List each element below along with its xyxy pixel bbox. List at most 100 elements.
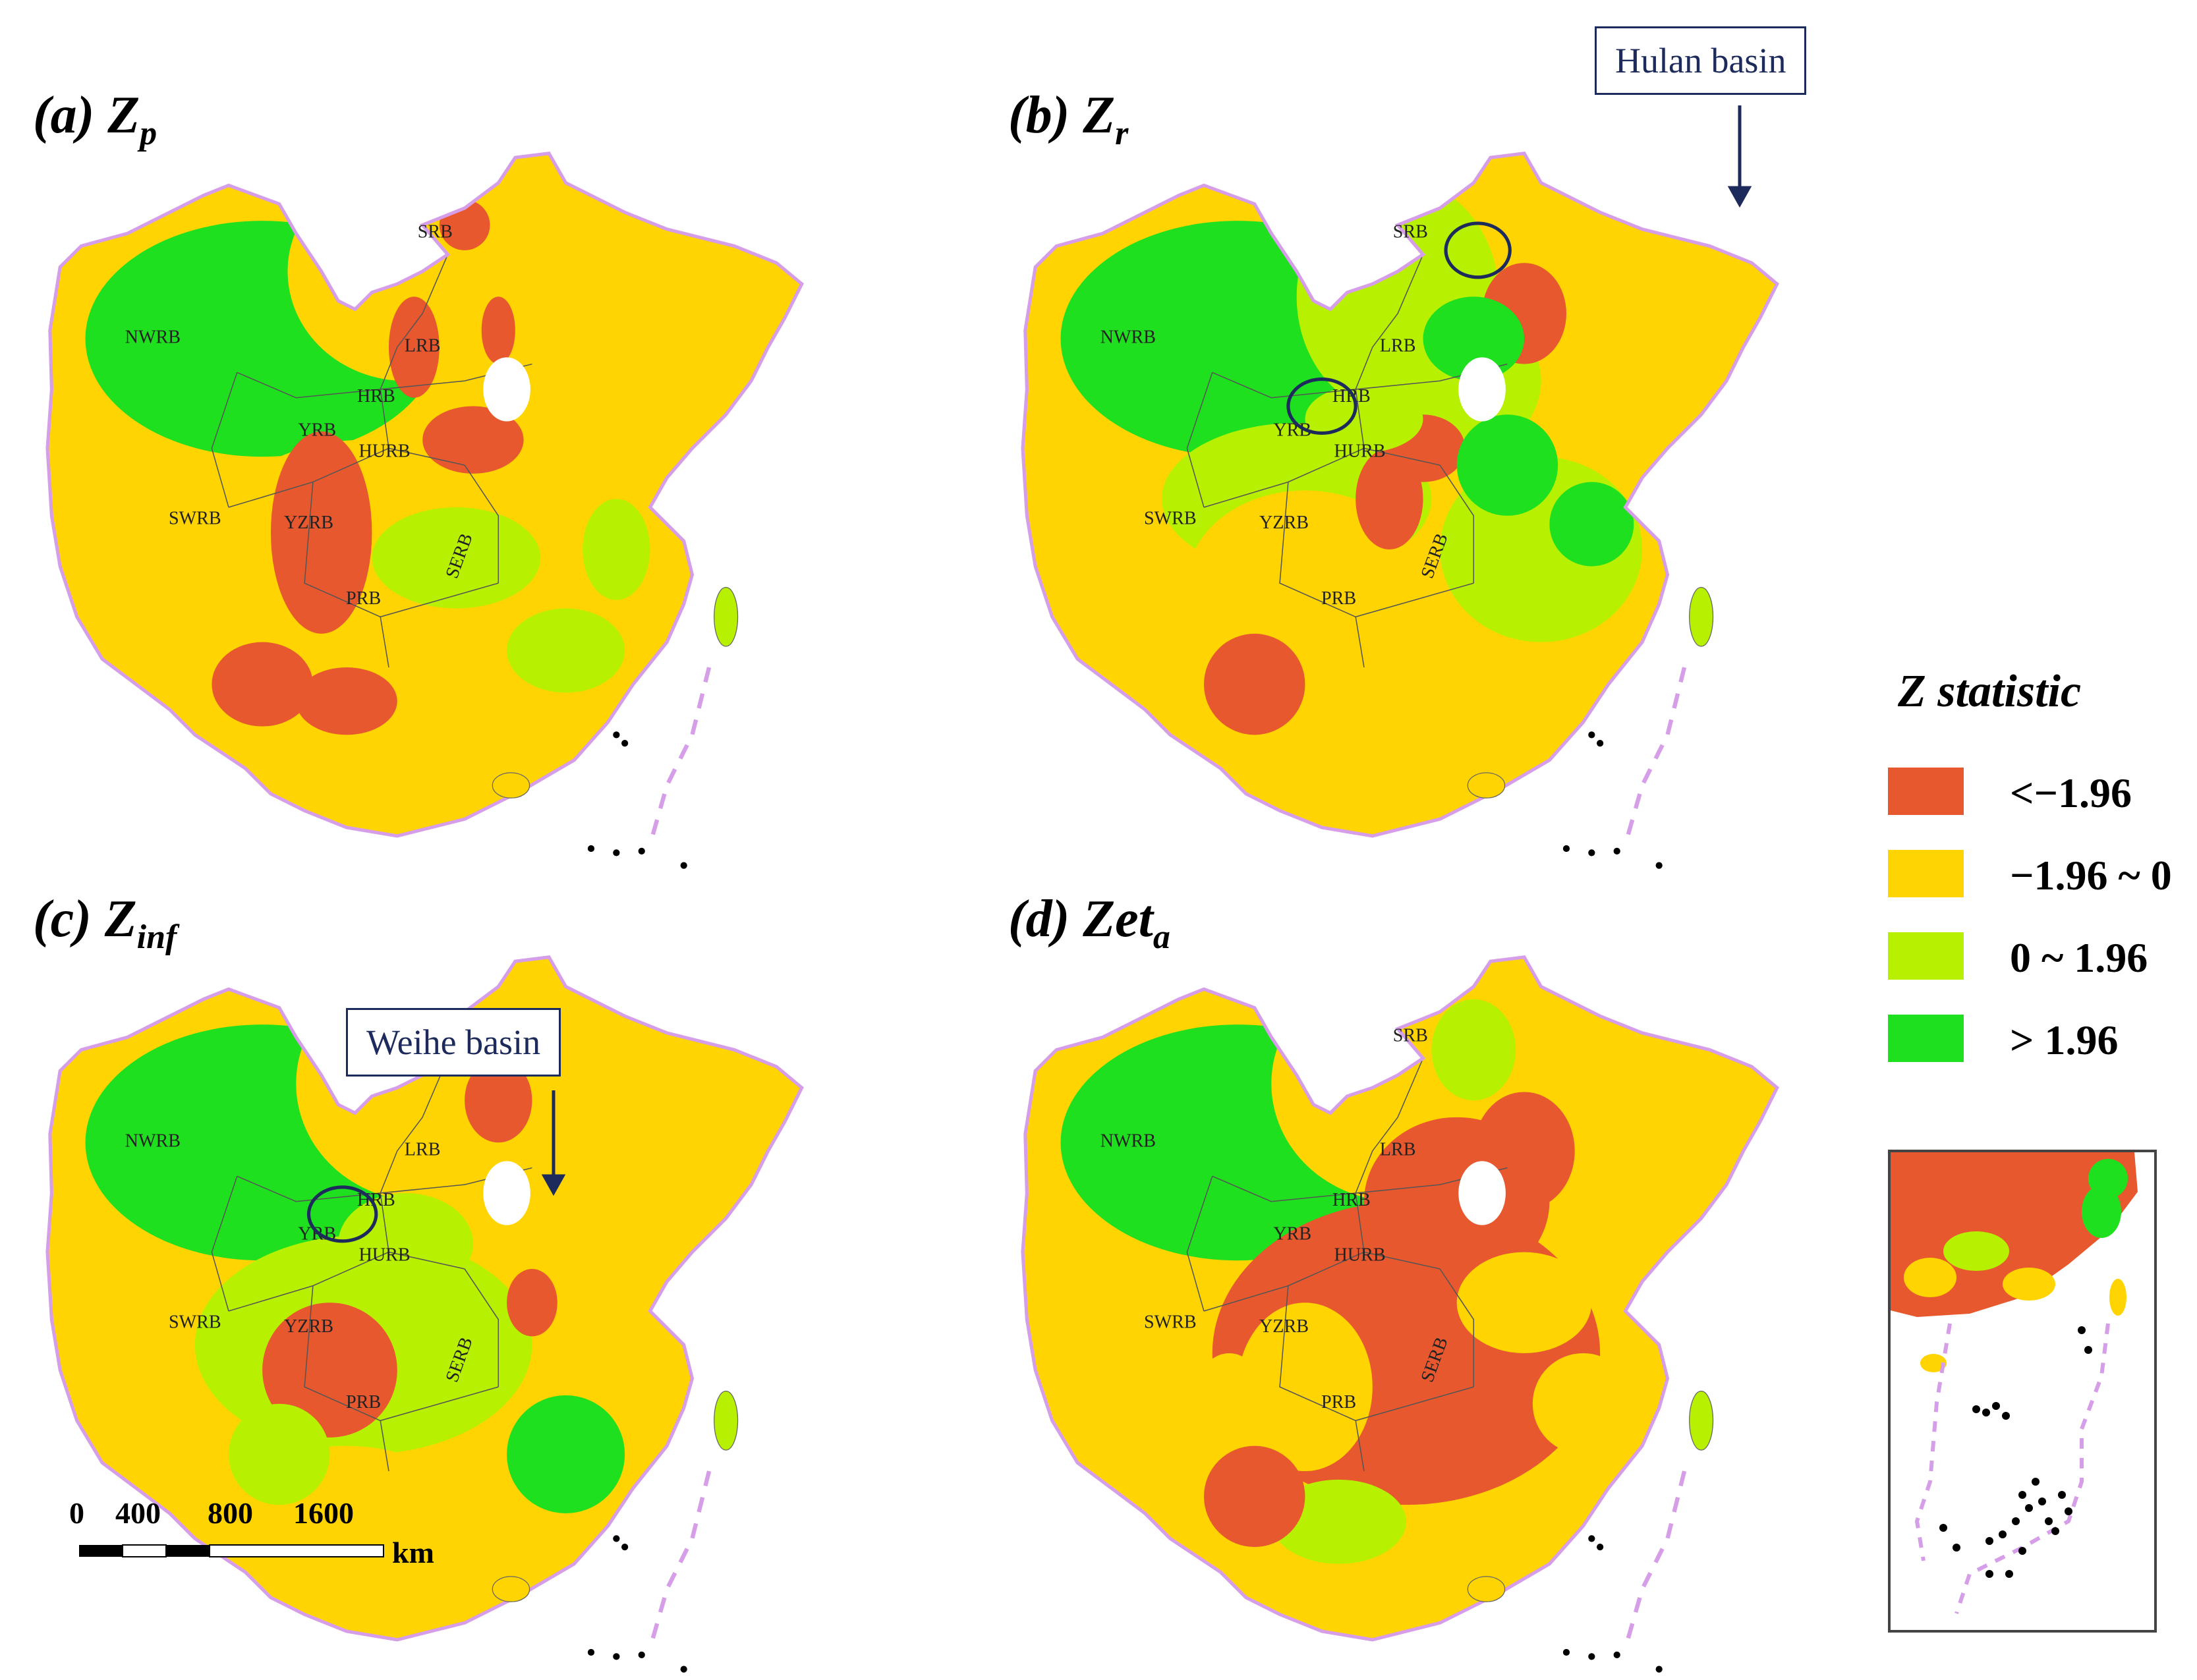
- inset-island-dot: [2025, 1504, 2033, 1512]
- island-dot: [1562, 845, 1570, 853]
- basin-label-srb: SRB: [418, 222, 453, 242]
- island-dot: [1655, 1666, 1663, 1673]
- maritime-boundary: [648, 667, 712, 845]
- panel-title-a: (a) Zp: [33, 86, 157, 152]
- inset-island-dot: [2078, 1326, 2086, 1334]
- basin-boundary: [380, 1192, 465, 1270]
- basin-label-hurb: HURB: [1334, 441, 1386, 461]
- map-panel-d: (d) Zeta SRB LRB NWRB HRB YRB HURB SWRB YZRB SER…: [1002, 876, 1964, 1680]
- basin-label-swrb: SWRB: [1144, 509, 1197, 529]
- scale-tick-800: 800: [208, 1496, 253, 1530]
- z-region: [1203, 1445, 1305, 1548]
- island-dot: [1588, 849, 1595, 856]
- z-region: [1203, 633, 1305, 735]
- island-dot: [613, 849, 620, 856]
- weihe-arrowhead: [541, 1174, 566, 1196]
- scale-tick-0: 0: [69, 1496, 84, 1530]
- legend-title: Z statistic: [1898, 666, 2082, 717]
- bohai-sea: [483, 357, 530, 422]
- z-region: [389, 296, 440, 398]
- basin-label-hrb: HRB: [1332, 1190, 1371, 1210]
- island-dot: [1588, 1653, 1595, 1660]
- basin-boundary: [1355, 254, 1424, 390]
- z-statistic-fill: [1022, 957, 1777, 1640]
- inset-island-dot: [1985, 1537, 1993, 1545]
- basin-boundary: [380, 254, 449, 390]
- inset-island-dot: [2045, 1517, 2053, 1525]
- island-dot: [680, 1666, 687, 1673]
- basin-label-nwrb: NWRB: [125, 327, 181, 348]
- basin-label-nwrb: NWRB: [1100, 327, 1156, 348]
- basin-label-prb: PRB: [1321, 1392, 1356, 1413]
- hulan-basin-callout: Hulan basin: [1595, 26, 1807, 95]
- basin-boundary: [1355, 1192, 1441, 1270]
- inset-region: [2082, 1185, 2121, 1238]
- hainan-island: [492, 772, 530, 798]
- z-region: [1549, 482, 1634, 567]
- taiwan-island: [714, 1390, 739, 1451]
- z-region: [583, 499, 650, 600]
- national-border: [45, 152, 804, 838]
- basin-label-srb: SRB: [1393, 1026, 1428, 1046]
- basin-boundary: [1439, 464, 1475, 584]
- taiwan-island: [714, 586, 739, 647]
- map-panel-c: (c) Zinf SRBLRBNWRBHRBYRBHURBSWRBYZRBSER…: [26, 876, 988, 1680]
- maritime-boundary: [1623, 667, 1687, 845]
- legend-label-2: −1.96 ~ 0: [2010, 852, 2172, 899]
- basin-boundary: [1355, 1057, 1424, 1194]
- inset-island-dot: [2005, 1570, 2013, 1578]
- island-dot: [1588, 1535, 1595, 1542]
- basin-boundary: [380, 389, 465, 466]
- z-region: [1423, 296, 1525, 381]
- basin-label-lrb: LRB: [405, 335, 441, 356]
- z-region: [1355, 448, 1423, 549]
- map-panel-a: (a) Zp SRB LRB NWRB HRB YRB HURB SWRB YZRB SERB P…: [26, 72, 988, 876]
- z-region: [212, 642, 313, 727]
- basin-label-lrb: LRB: [1380, 1139, 1416, 1160]
- basin-boundary: [464, 464, 499, 584]
- inset-island-dot: [2018, 1547, 2026, 1555]
- island-dot: [613, 1653, 620, 1660]
- inset-map: [1891, 1152, 2138, 1614]
- basin-boundary: [237, 372, 381, 399]
- taiwan-island: [1689, 586, 1714, 647]
- weihe-basin-callout: Weihe basin: [346, 1008, 561, 1077]
- island-dot: [680, 862, 687, 869]
- scale-tick-400: 400: [115, 1496, 161, 1530]
- basin-label-yzrb: YZRB: [284, 1316, 333, 1337]
- basin-boundary: [1212, 1175, 1356, 1202]
- inset-region: [1904, 1258, 1956, 1297]
- legend-swatch-2: [1888, 850, 1964, 897]
- basin-label-prb: PRB: [346, 588, 381, 609]
- inset-island-dot: [1999, 1530, 2007, 1538]
- basin-label-prb: PRB: [1321, 588, 1356, 609]
- basin-label-swrb: SWRB: [169, 509, 221, 529]
- scale-bar: 0 400 800 1600 km: [69, 1496, 434, 1575]
- basin-boundary: [1186, 372, 1213, 508]
- inset-maritime-boundary: [1914, 1323, 2110, 1614]
- map-panel-b: (b) Zr SRB LRB NWRB HRB YRB HURB SWRB YZRB SERB P…: [1002, 72, 1964, 876]
- z-region: [1305, 385, 1423, 453]
- z-region: [1456, 414, 1558, 516]
- z-region: [1431, 999, 1516, 1101]
- island-dot: [613, 1535, 620, 1542]
- inset-hainan: [1920, 1354, 1947, 1372]
- z-region: [296, 667, 397, 735]
- national-border: [1021, 152, 1779, 838]
- z-region: [1456, 1252, 1592, 1353]
- inset-island-dot: [1972, 1405, 1980, 1413]
- basin-label-hrb: HRB: [1332, 386, 1371, 406]
- inset-island-dot: [2065, 1507, 2072, 1515]
- z-region: [262, 1302, 397, 1438]
- inset-island-dot: [1939, 1524, 1947, 1532]
- basin-label-prb: PRB: [346, 1392, 381, 1413]
- scale-tick-1600: 1600: [293, 1496, 354, 1530]
- island-dot: [1655, 862, 1663, 869]
- z-region: [507, 1395, 625, 1513]
- z-region: [507, 608, 625, 693]
- legend-label-4: > 1.96: [2010, 1017, 2119, 1063]
- scale-bar-graphic: [79, 1544, 384, 1557]
